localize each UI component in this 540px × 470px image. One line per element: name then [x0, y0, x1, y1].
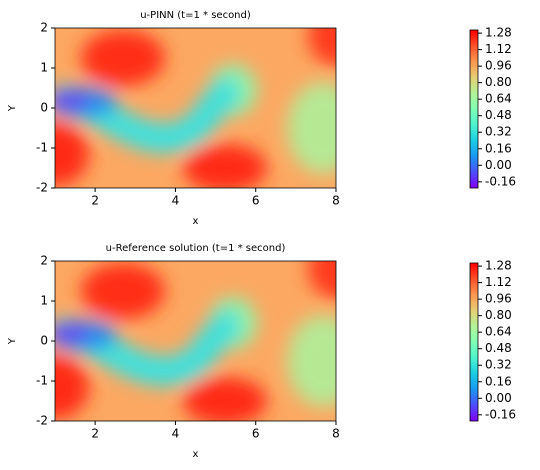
y-tick-label: 0: [40, 101, 48, 115]
colorbar-tick-label: 0.96: [485, 59, 512, 73]
colorbar-tick-label: 0.32: [485, 358, 512, 372]
colorbar-tick-label: 1.28: [485, 26, 512, 40]
colorbar-tick-label: 0.64: [485, 325, 512, 339]
y-axis-label: Y: [7, 104, 18, 112]
x-tick-label: 8: [332, 194, 340, 208]
colorbar: [469, 262, 479, 422]
x-tick-label: 4: [172, 194, 180, 208]
colorbar: [469, 29, 479, 189]
contour-field: [21, 6, 368, 192]
x-axis-label: x: [193, 449, 199, 460]
colorbar-tick-label: 0.80: [485, 308, 512, 322]
y-tick-label: 2: [40, 21, 48, 35]
y-tick-label: -1: [36, 374, 48, 388]
colorbar-tick-label: 0.00: [485, 158, 512, 172]
colorbar-tick-label: 0.16: [485, 374, 512, 388]
x-tick-label: 4: [172, 427, 180, 441]
x-tick-label: 2: [91, 194, 99, 208]
y-tick-label: 1: [40, 61, 48, 75]
y-tick-label: 1: [40, 294, 48, 308]
colorbar-tick-label: -0.16: [485, 174, 516, 188]
y-tick-label: 0: [40, 334, 48, 348]
colorbar-tick-label: 0.00: [485, 391, 512, 405]
colorbar-tick-label: 0.16: [485, 141, 512, 155]
x-tick-label: 6: [252, 427, 260, 441]
colorbar-tick-label: -0.16: [485, 407, 516, 421]
chart-title: u-PINN (t=1 * second): [140, 10, 251, 21]
colorbar-tick-label: 1.12: [485, 275, 512, 289]
contour-field: [21, 239, 368, 425]
y-axis-label: Y: [7, 337, 18, 345]
x-tick-label: 8: [332, 427, 340, 441]
colorbar-tick-label: 1.12: [485, 42, 512, 56]
colorbar-tick-label: 0.64: [485, 92, 512, 106]
y-tick-label: -2: [36, 414, 48, 428]
y-tick-label: 2: [40, 254, 48, 268]
colorbar-tick-label: 0.48: [485, 108, 512, 122]
x-tick-label: 2: [91, 427, 99, 441]
y-tick-label: -2: [36, 181, 48, 195]
x-tick-label: 6: [252, 194, 260, 208]
colorbar-tick-label: 0.96: [485, 292, 512, 306]
y-tick-label: -1: [36, 141, 48, 155]
colorbar-tick-label: 0.32: [485, 125, 512, 139]
x-axis-label: x: [193, 216, 199, 227]
colorbar-tick-label: 0.80: [485, 75, 512, 89]
colorbar-tick-label: 0.48: [485, 341, 512, 355]
chart-title: u-Reference solution (t=1 * second): [106, 243, 286, 254]
colorbar-tick-label: 1.28: [485, 259, 512, 273]
